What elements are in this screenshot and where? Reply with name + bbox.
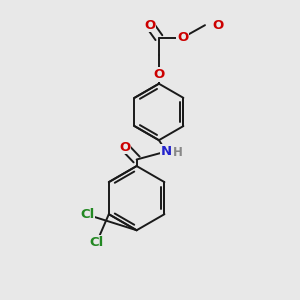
Text: Cl: Cl (80, 208, 95, 221)
Text: Cl: Cl (89, 236, 103, 249)
Text: O: O (144, 19, 156, 32)
Text: O: O (177, 31, 188, 44)
Text: O: O (212, 19, 224, 32)
Text: H: H (173, 146, 183, 160)
Text: O: O (153, 68, 164, 81)
Text: N: N (161, 145, 172, 158)
Text: O: O (119, 140, 130, 154)
